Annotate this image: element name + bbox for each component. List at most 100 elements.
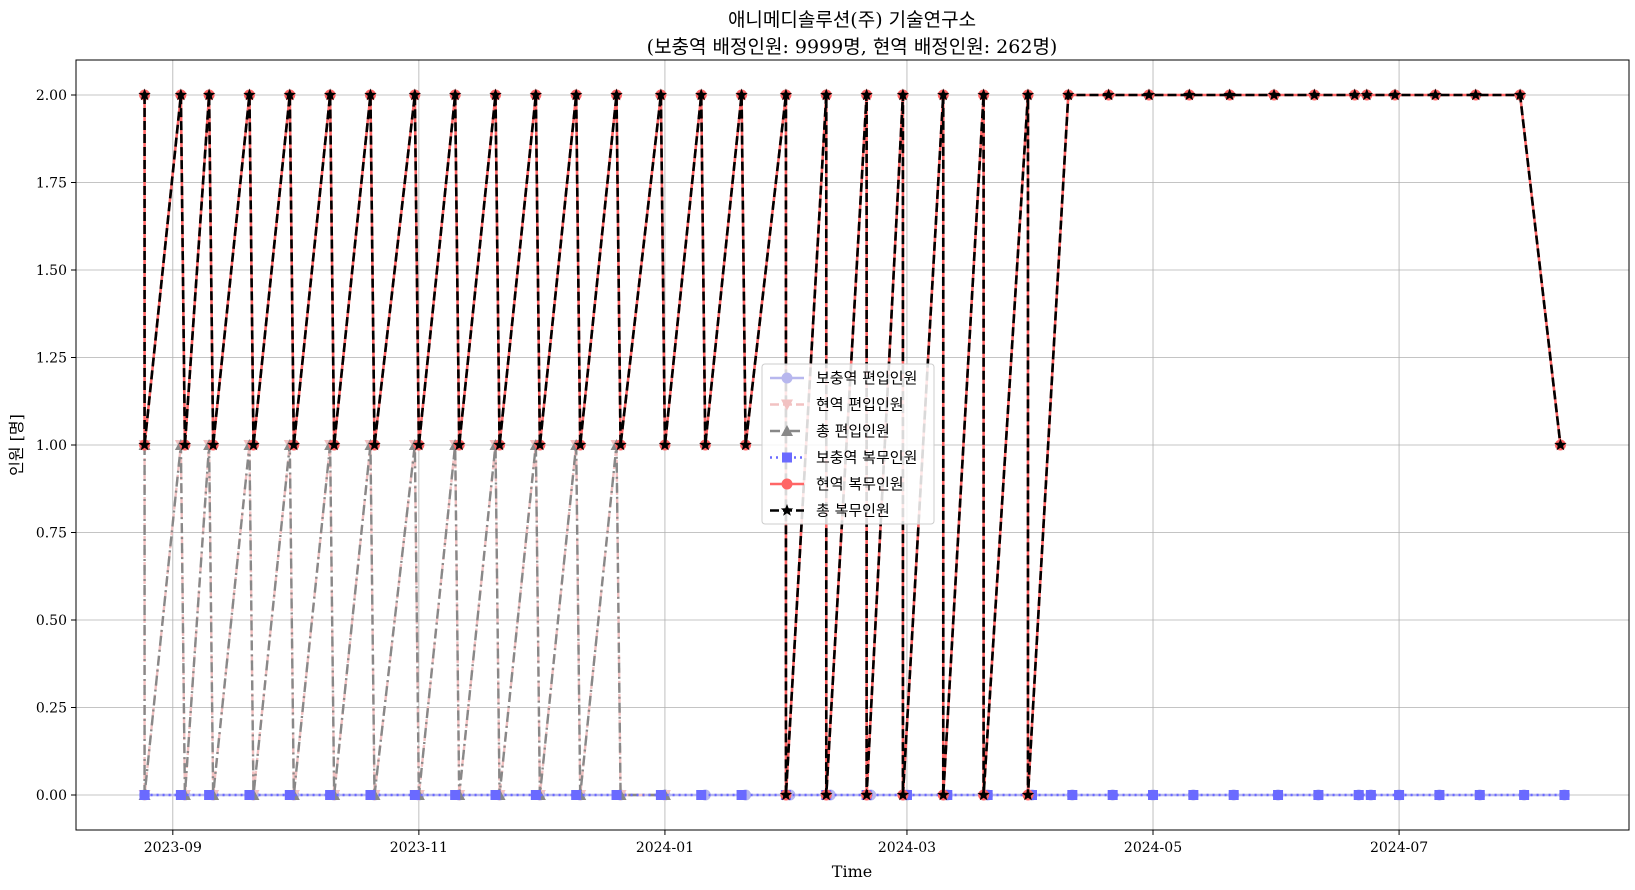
data-point <box>529 88 543 101</box>
data-point <box>490 790 501 800</box>
data-point <box>368 438 381 451</box>
data-point <box>696 790 707 800</box>
chart-title: 애니메디솔루션(주) 기술연구소 <box>728 9 976 31</box>
data-point <box>937 788 950 801</box>
data-point <box>1188 790 1199 800</box>
series-2 <box>138 439 671 800</box>
data-point <box>448 88 462 101</box>
data-point <box>138 88 151 101</box>
data-point <box>1348 88 1361 101</box>
data-point <box>1273 790 1284 800</box>
legend-marker <box>781 478 793 490</box>
data-point <box>175 790 186 800</box>
legend-label: 총 편입인원 <box>816 422 890 440</box>
chart-subtitle: (보충역 배정인원: 9999명, 현역 배정인원: 262명) <box>647 36 1058 58</box>
data-point <box>283 88 296 101</box>
legend-marker <box>781 399 793 411</box>
data-point <box>1067 790 1078 800</box>
data-point <box>204 790 215 800</box>
y-tick-label: 2.00 <box>36 88 67 104</box>
data-point <box>820 88 833 101</box>
y-tick-label: 0.25 <box>36 701 67 717</box>
data-point <box>244 790 255 800</box>
data-point <box>1107 790 1118 800</box>
data-point <box>1142 88 1156 101</box>
y-axis-label: 인원 [명] <box>7 414 26 476</box>
data-point <box>1223 88 1236 101</box>
y-tick-label: 0.50 <box>36 613 67 629</box>
data-point <box>365 790 376 800</box>
data-point <box>574 438 587 451</box>
data-point <box>325 790 336 800</box>
data-point <box>533 438 547 451</box>
data-point <box>977 88 990 101</box>
data-point <box>1148 790 1159 800</box>
data-point <box>206 438 220 451</box>
data-point <box>610 88 623 101</box>
data-point <box>1394 790 1405 800</box>
data-point <box>736 790 747 800</box>
x-tick-label: 2024-05 <box>1124 840 1182 856</box>
series-line <box>143 93 1562 797</box>
data-point <box>779 88 793 101</box>
data-point <box>1365 790 1376 800</box>
y-axis: 0.00 0.25 0.50 0.75 1.00 1.25 1.50 1.75 2.00 <box>36 88 76 804</box>
data-point <box>287 438 301 451</box>
data-point <box>614 438 627 451</box>
data-point <box>655 790 666 800</box>
data-point <box>860 88 873 101</box>
data-point <box>571 790 582 800</box>
legend-label: 총 복무인원 <box>816 502 890 520</box>
data-point <box>1102 88 1115 101</box>
data-point <box>1519 790 1530 800</box>
x-tick-label: 2023-09 <box>144 840 202 856</box>
data-point <box>937 88 950 101</box>
data-point <box>779 788 793 801</box>
legend-marker <box>781 425 793 436</box>
y-tick-label: 0.00 <box>36 788 67 804</box>
data-point <box>243 88 256 101</box>
data-point <box>570 88 583 101</box>
legend-box <box>761 363 935 525</box>
data-point <box>1513 88 1527 101</box>
data-point <box>453 438 466 451</box>
data-point <box>896 88 910 101</box>
legend-marker <box>782 452 792 463</box>
data-point <box>1062 88 1075 101</box>
data-point <box>174 88 188 101</box>
x-tick-label: 2024-01 <box>636 840 694 856</box>
data-point <box>735 88 748 101</box>
legend-marker <box>781 372 793 384</box>
data-point <box>408 88 422 101</box>
data-point <box>412 438 426 451</box>
data-point <box>202 88 216 101</box>
x-axis-label: Time <box>832 862 872 881</box>
data-point <box>1313 790 1324 800</box>
data-point <box>1474 790 1485 800</box>
data-point <box>1554 438 1567 451</box>
legend-label: 현역 편입인원 <box>816 396 904 414</box>
data-point <box>1021 788 1035 801</box>
y-tick-label: 1.50 <box>36 263 67 279</box>
data-point <box>1429 88 1442 101</box>
legend-marker <box>780 504 794 516</box>
y-tick-label: 1.00 <box>36 438 67 454</box>
data-point <box>654 88 668 101</box>
data-point <box>1559 790 1570 800</box>
data-point <box>139 790 150 800</box>
data-point <box>977 788 990 801</box>
data-point <box>1360 88 1373 101</box>
data-point <box>1308 88 1321 101</box>
y-tick-label: 0.75 <box>36 526 67 542</box>
data-point <box>284 790 295 800</box>
legend-label: 보충역 편입인원 <box>816 369 917 387</box>
data-point <box>611 790 622 800</box>
data-point <box>364 88 377 101</box>
x-tick-label: 2024-03 <box>878 840 936 856</box>
x-tick-label: 2023-11 <box>390 840 448 856</box>
data-point <box>658 438 672 451</box>
data-point <box>1469 88 1482 101</box>
data-point <box>489 88 502 101</box>
